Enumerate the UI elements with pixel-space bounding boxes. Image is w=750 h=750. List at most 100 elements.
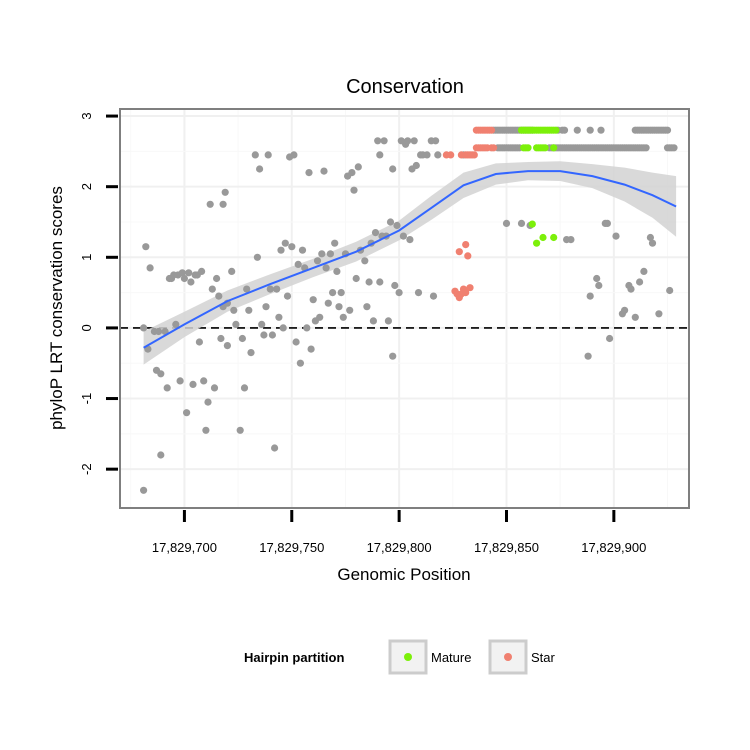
point-other — [627, 285, 635, 293]
point-other — [305, 169, 313, 177]
point-other — [320, 167, 328, 175]
point-mature — [524, 144, 532, 152]
point-other — [146, 264, 154, 272]
point-other — [354, 163, 362, 171]
legend-item-mature: Mature — [388, 639, 471, 675]
point-other — [331, 239, 339, 247]
point-other — [260, 331, 268, 339]
point-other — [240, 384, 249, 392]
point-other — [264, 151, 272, 159]
point-other — [389, 352, 397, 360]
point-other — [603, 219, 612, 227]
point-other — [414, 289, 423, 297]
point-other — [384, 317, 392, 325]
point-other — [277, 246, 285, 254]
point-mature — [550, 144, 558, 152]
point-other — [180, 274, 188, 283]
point-other — [189, 380, 197, 388]
point-other — [648, 239, 657, 247]
point-mature — [552, 126, 560, 134]
point-other — [631, 313, 639, 321]
y-axis-title: phyloP LRT conservation scores — [47, 186, 66, 430]
point-other — [256, 165, 264, 173]
point-other — [303, 324, 311, 332]
point-other — [140, 486, 148, 494]
point-other — [337, 289, 345, 297]
point-other — [228, 267, 236, 275]
point-other — [502, 219, 511, 227]
point-other — [612, 232, 620, 240]
point-other — [155, 327, 163, 336]
point-other — [371, 229, 380, 237]
point-other — [640, 267, 648, 275]
smooth-line — [143, 170, 677, 349]
point-other — [434, 151, 442, 159]
point-star — [470, 151, 478, 159]
x-tick-label: 17,829,900 — [581, 540, 646, 555]
point-other — [389, 165, 397, 173]
x-tick-label: 17,829,850 — [474, 540, 539, 555]
point-other — [597, 126, 605, 134]
point-other — [200, 377, 208, 385]
point-star — [462, 241, 470, 249]
point-other — [567, 236, 575, 244]
y-tick-label: -1 — [79, 393, 94, 405]
point-other — [593, 274, 601, 283]
point-other — [140, 324, 148, 332]
point-other — [655, 310, 663, 318]
point-other — [183, 409, 191, 417]
point-star — [464, 252, 472, 260]
y-tick-label: 0 — [79, 324, 94, 331]
point-other — [217, 334, 225, 343]
point-other — [636, 278, 644, 286]
point-other — [142, 243, 150, 251]
chart-title: Conservation — [346, 76, 464, 98]
point-other — [352, 274, 360, 283]
point-other — [318, 250, 326, 258]
point-mature — [550, 233, 558, 242]
point-other — [621, 306, 629, 314]
point-other — [275, 313, 283, 321]
point-other — [213, 274, 221, 283]
legend-label-star: Star — [531, 650, 556, 665]
point-other — [663, 126, 672, 134]
point-mature — [528, 220, 536, 228]
point-other — [322, 264, 330, 272]
point-other — [642, 144, 650, 152]
point-other — [376, 278, 384, 286]
point-other — [329, 289, 337, 297]
point-other — [406, 236, 414, 244]
series-star — [442, 126, 498, 302]
point-other — [429, 292, 438, 300]
point-other — [206, 200, 214, 208]
point-other — [432, 137, 440, 145]
y-tick-label: 2 — [79, 183, 94, 190]
point-star — [447, 151, 455, 159]
point-other — [202, 426, 210, 434]
point-star — [455, 248, 463, 256]
point-other — [247, 349, 255, 357]
point-other — [363, 303, 371, 311]
point-other — [395, 289, 403, 297]
point-other — [230, 306, 238, 314]
point-other — [245, 306, 253, 314]
point-other — [646, 233, 655, 242]
point-other — [208, 285, 216, 293]
point-other — [204, 398, 212, 406]
point-other — [670, 144, 678, 152]
point-other — [333, 267, 341, 275]
point-other — [399, 232, 407, 240]
point-other — [369, 317, 377, 325]
point-other — [232, 320, 240, 328]
plot-border — [119, 108, 690, 509]
smooth-fit — [143, 170, 677, 349]
x-tick-label: 17,829,750 — [259, 540, 324, 555]
point-star — [462, 289, 470, 297]
point-other — [238, 334, 246, 343]
point-other — [374, 137, 382, 145]
legend-label-mature: Mature — [431, 650, 471, 665]
point-other — [195, 338, 203, 346]
x-tick-label: 17,829,700 — [152, 540, 217, 555]
point-other — [339, 313, 347, 321]
